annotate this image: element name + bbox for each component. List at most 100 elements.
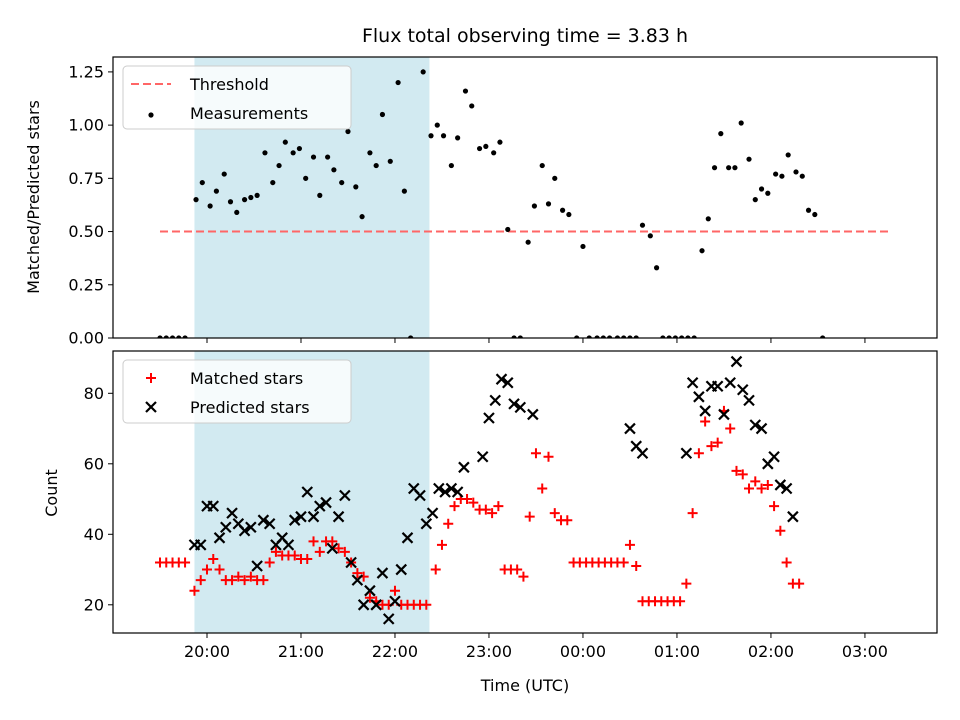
data-point bbox=[339, 489, 351, 502]
data-point bbox=[706, 441, 717, 452]
legend-box bbox=[122, 65, 352, 130]
data-point bbox=[633, 335, 639, 338]
legend-marker bbox=[146, 373, 156, 383]
data-point bbox=[428, 133, 434, 139]
data-point bbox=[308, 536, 319, 547]
data-point bbox=[769, 501, 780, 512]
data-point bbox=[468, 497, 479, 508]
data-point bbox=[331, 167, 337, 173]
data-point bbox=[705, 216, 711, 222]
data-point bbox=[606, 335, 613, 338]
data-point bbox=[345, 128, 351, 135]
data-point bbox=[270, 546, 281, 557]
data-point bbox=[779, 173, 785, 179]
data-point bbox=[773, 171, 779, 177]
data-point bbox=[408, 335, 414, 338]
data-point bbox=[257, 514, 270, 526]
data-point bbox=[756, 483, 767, 494]
data-point bbox=[765, 190, 771, 196]
data-point bbox=[176, 335, 182, 338]
data-point bbox=[194, 539, 207, 551]
data-point bbox=[448, 162, 454, 169]
data-point bbox=[320, 496, 332, 509]
data-point bbox=[781, 557, 792, 568]
data-point bbox=[440, 133, 447, 139]
data-point bbox=[213, 188, 219, 194]
data-point bbox=[539, 162, 545, 169]
data-point bbox=[660, 335, 666, 338]
data-point bbox=[370, 599, 382, 611]
data-point bbox=[487, 508, 498, 519]
data-point bbox=[327, 536, 338, 547]
data-point bbox=[524, 511, 535, 522]
data-point bbox=[282, 539, 295, 551]
data-point bbox=[480, 504, 491, 515]
x-tick-label: 23:00 bbox=[466, 642, 512, 661]
x-tick-label: 03:00 bbox=[842, 642, 888, 661]
data-point bbox=[288, 514, 301, 526]
data-point bbox=[785, 152, 791, 158]
axes-frame bbox=[112, 350, 938, 634]
data-point bbox=[314, 500, 326, 512]
data-point bbox=[303, 175, 309, 181]
data-point bbox=[476, 450, 489, 463]
data-point bbox=[483, 412, 495, 424]
data-point bbox=[439, 486, 451, 498]
data-point bbox=[750, 476, 761, 487]
y-tick-label: 20 bbox=[84, 595, 104, 614]
data-point bbox=[647, 233, 653, 239]
legend-label: Threshold bbox=[189, 75, 269, 94]
data-point bbox=[180, 557, 191, 568]
data-point bbox=[233, 571, 244, 582]
legend-symbol bbox=[146, 373, 156, 383]
data-point bbox=[436, 539, 447, 550]
data-point bbox=[726, 165, 732, 171]
data-point bbox=[680, 447, 693, 460]
data-point bbox=[326, 542, 339, 555]
data-point bbox=[525, 239, 531, 245]
data-point bbox=[730, 355, 743, 368]
data-point bbox=[296, 145, 303, 152]
x-tick-label: 02:00 bbox=[748, 642, 794, 661]
data-point bbox=[700, 416, 711, 427]
legend-symbol bbox=[145, 401, 157, 413]
data-point bbox=[433, 482, 445, 495]
x-tick-label: 00:00 bbox=[560, 642, 606, 661]
data-point bbox=[691, 335, 697, 338]
data-point bbox=[414, 489, 426, 502]
data-point bbox=[307, 510, 320, 523]
data-point bbox=[239, 575, 250, 586]
data-point bbox=[679, 335, 685, 338]
data-point bbox=[208, 553, 219, 564]
data-point bbox=[462, 88, 469, 94]
data-point bbox=[681, 578, 692, 589]
bottom-panel: 20 40 60 80 20:00 21:00 22:00 23:00 00:00 01:00 02… bbox=[84, 350, 938, 661]
data-point bbox=[443, 518, 454, 529]
data-point bbox=[718, 131, 724, 137]
data-point bbox=[207, 203, 213, 209]
x-tick-label: 20:00 bbox=[184, 642, 230, 661]
top-y-axis-label: Matched/Predicted stars bbox=[24, 100, 43, 294]
data-point bbox=[195, 575, 206, 586]
legend-marker bbox=[148, 112, 154, 118]
data-point bbox=[755, 422, 768, 435]
data-point bbox=[566, 211, 572, 218]
data-point bbox=[543, 451, 554, 462]
data-point bbox=[732, 165, 738, 171]
data-point bbox=[501, 376, 514, 389]
data-point bbox=[631, 561, 642, 572]
data-point bbox=[238, 524, 251, 537]
data-point bbox=[290, 150, 296, 156]
data-point bbox=[310, 154, 317, 160]
data-point bbox=[213, 532, 226, 544]
data-point bbox=[805, 207, 812, 213]
legend: Threshold Measurements bbox=[122, 65, 352, 130]
data-point bbox=[352, 568, 363, 579]
data-point bbox=[614, 335, 621, 338]
data-point bbox=[699, 248, 705, 254]
data-point bbox=[653, 265, 660, 271]
data-point bbox=[693, 391, 705, 403]
data-point bbox=[738, 120, 744, 126]
legend-label: Matched stars bbox=[190, 369, 303, 388]
data-point bbox=[445, 482, 458, 495]
